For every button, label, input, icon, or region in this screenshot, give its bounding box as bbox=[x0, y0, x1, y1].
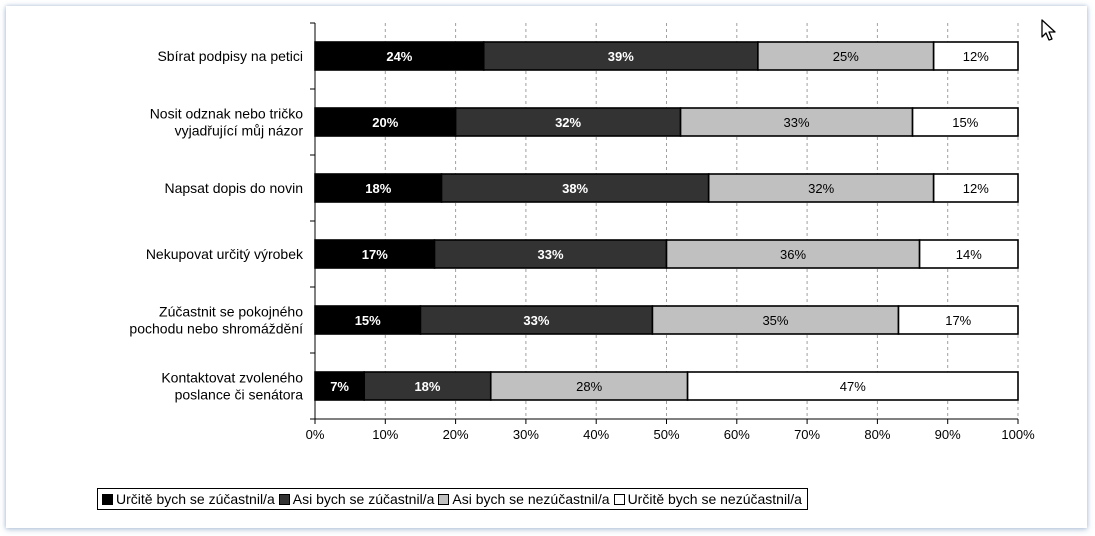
x-tick-label: 10% bbox=[372, 427, 398, 442]
x-tick-label: 90% bbox=[935, 427, 961, 442]
category-labels: Sbírat podpisy na petici Nosit odznak neb… bbox=[129, 48, 304, 403]
data-label: 24% bbox=[386, 49, 412, 64]
legend-item: Asi bych se zúčastnil/a bbox=[278, 491, 435, 507]
data-label: 17% bbox=[362, 247, 388, 262]
legend-label: Určitě bych se nezúčastnil/a bbox=[627, 491, 802, 507]
category-label: Zúčastnit se pokojného pochodu nebo shrom… bbox=[129, 304, 303, 337]
x-tick-label: 50% bbox=[653, 427, 679, 442]
bar-segment bbox=[686, 371, 1019, 401]
data-label: 12% bbox=[963, 181, 989, 196]
x-tick-label: 100% bbox=[1001, 427, 1035, 442]
data-label: 39% bbox=[608, 49, 634, 64]
legend-swatch bbox=[438, 493, 450, 505]
data-label: 33% bbox=[784, 115, 810, 130]
axes bbox=[310, 22, 1019, 424]
category-label: Nosit odznak nebo tričko vyjadřující můj … bbox=[150, 106, 304, 139]
bar-segment bbox=[314, 371, 366, 401]
category-label: Nekupovat určitý výrobek bbox=[146, 246, 304, 262]
data-label: 15% bbox=[355, 313, 381, 328]
grid-lines bbox=[384, 23, 1019, 419]
x-tick-label: 40% bbox=[583, 427, 609, 442]
legend-item: Určitě bych se nezúčastnil/a bbox=[613, 491, 802, 507]
x-tick-label: 70% bbox=[794, 427, 820, 442]
bars: 24% 39% 25% 12% 20% 32% 33% 15% 18% 38% 32% 12% 17% 3… bbox=[314, 41, 1019, 401]
x-tick-label: 20% bbox=[443, 427, 469, 442]
legend-swatch bbox=[102, 493, 113, 505]
bar-segment bbox=[482, 41, 759, 71]
bar-segment bbox=[897, 305, 1019, 335]
legend-item: Asi bych se nezúčastnil/a bbox=[438, 491, 610, 507]
legend-label: Asi bych se zúčastnil/a bbox=[292, 491, 435, 507]
data-label: 17% bbox=[945, 313, 971, 328]
data-label: 12% bbox=[963, 49, 989, 64]
data-label: 47% bbox=[840, 379, 866, 394]
data-label: 33% bbox=[537, 247, 563, 262]
bar-segment bbox=[932, 41, 1019, 71]
data-label: 32% bbox=[555, 115, 581, 130]
category-label: Sbírat podpisy na petici bbox=[157, 48, 303, 64]
legend-item: Určitě bych se zúčastnil/a bbox=[102, 491, 275, 507]
data-label: 7% bbox=[330, 379, 349, 394]
bar-segment bbox=[454, 107, 682, 137]
legend: Určitě bych se zúčastnil/a Asi bych se zú… bbox=[97, 488, 808, 510]
data-label: 15% bbox=[952, 115, 978, 130]
x-tick-label: 30% bbox=[513, 427, 539, 442]
x-tick-label: 0% bbox=[306, 427, 325, 442]
category-label: Napsat dopis do novin bbox=[164, 180, 303, 196]
x-tick-labels: 0% 10% 20% 30% 40% 50% 60% 70% 80% 90% 100% bbox=[306, 427, 1035, 442]
legend-swatch bbox=[278, 493, 290, 505]
data-label: 38% bbox=[562, 181, 588, 196]
data-label: 25% bbox=[833, 49, 859, 64]
bar-segment bbox=[440, 173, 710, 203]
bar-segment bbox=[651, 305, 900, 335]
bar-segment bbox=[707, 173, 935, 203]
data-label: 36% bbox=[780, 247, 806, 262]
x-tick-label: 60% bbox=[724, 427, 750, 442]
category-label: Kontaktovat zvoleného poslance či senátor… bbox=[161, 370, 303, 403]
legend-label: Asi bych se nezúčastnil/a bbox=[452, 491, 610, 507]
data-label: 18% bbox=[365, 181, 391, 196]
bar-segment bbox=[918, 239, 1019, 269]
bar-segment bbox=[679, 107, 914, 137]
data-label: 14% bbox=[956, 247, 982, 262]
data-label: 20% bbox=[372, 115, 398, 130]
x-tick-label: 80% bbox=[864, 427, 890, 442]
data-label: 32% bbox=[808, 181, 834, 196]
bar-segment bbox=[932, 173, 1019, 203]
legend-label: Určitě bych se zúčastnil/a bbox=[116, 491, 275, 507]
data-label: 35% bbox=[762, 313, 788, 328]
data-label: 18% bbox=[414, 379, 440, 394]
bar-segment bbox=[314, 107, 457, 137]
legend-swatch bbox=[613, 493, 625, 505]
bar-segment bbox=[911, 107, 1019, 137]
bar-segment bbox=[433, 239, 668, 269]
mouse-pointer-icon bbox=[1041, 19, 1056, 41]
bar-segment bbox=[757, 41, 935, 71]
data-label: 28% bbox=[576, 379, 602, 394]
data-label: 33% bbox=[523, 313, 549, 328]
